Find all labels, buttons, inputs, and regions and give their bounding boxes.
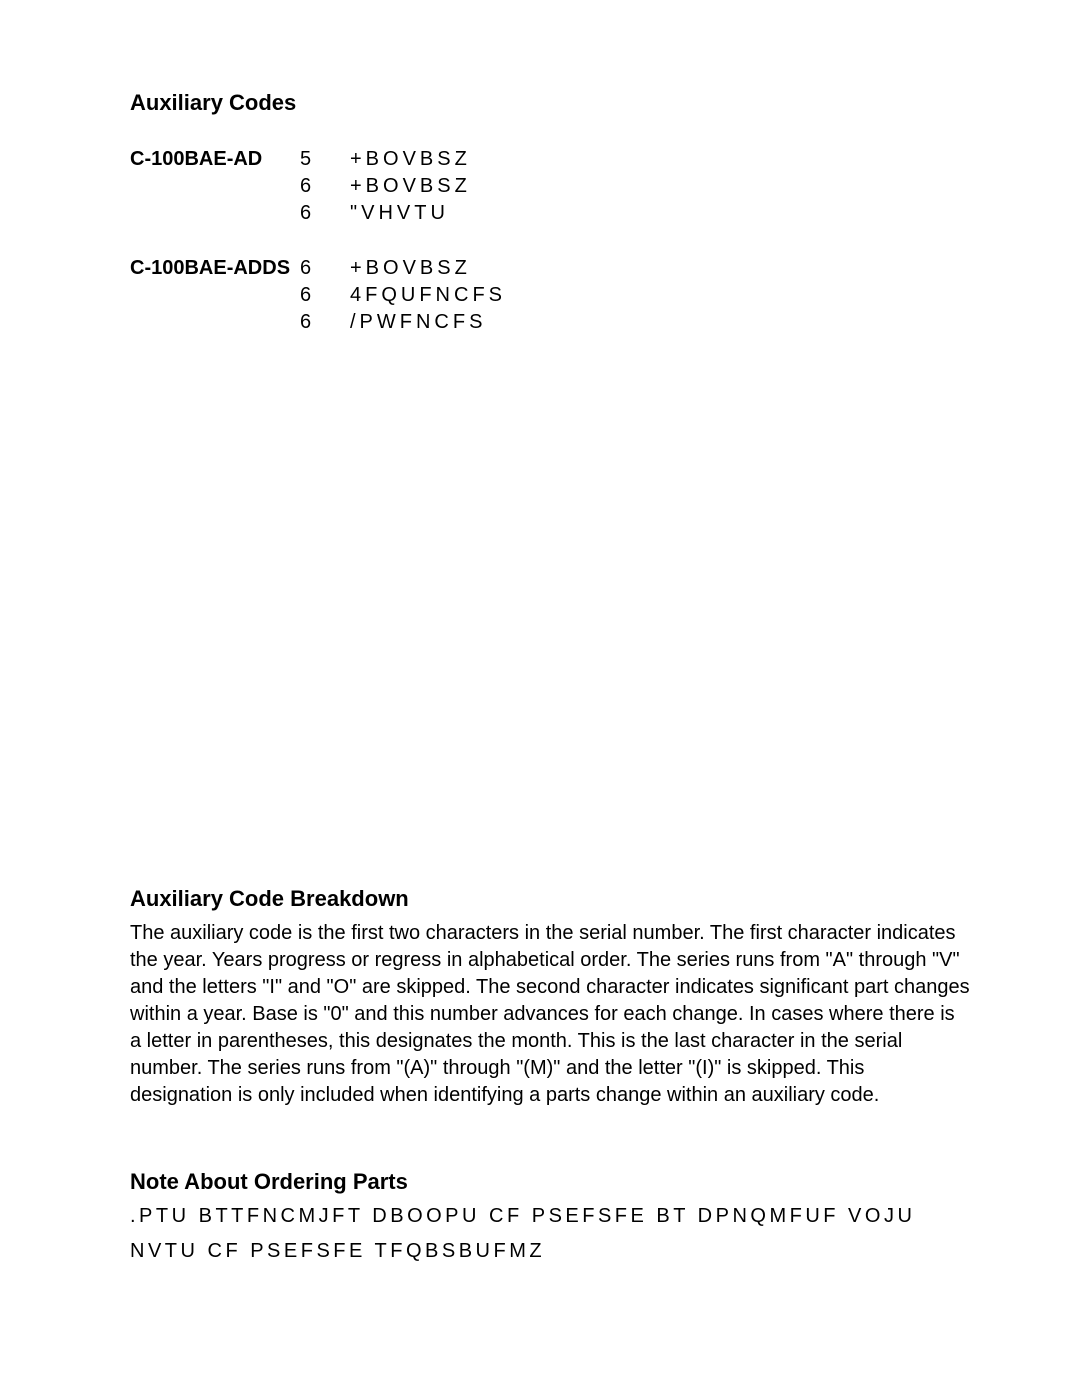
code-num: 6	[300, 282, 350, 309]
code-num: 5	[300, 146, 350, 173]
code-text: /PWFNCFS	[350, 309, 486, 336]
code-row: 6 /PWFNCFS	[130, 309, 970, 336]
breakdown-body: The auxiliary code is the first two char…	[130, 920, 970, 1109]
code-num: 6	[300, 255, 350, 282]
code-num: 6	[300, 173, 350, 200]
code-row: 6 4FQUFNCFS	[130, 282, 970, 309]
heading-note: Note About Ordering Parts	[130, 1169, 970, 1195]
code-row: C-100BAE-AD 5 +BOVBSZ	[130, 146, 970, 173]
code-label: C-100BAE-ADDS	[130, 255, 300, 282]
code-num: 6	[300, 200, 350, 227]
heading-breakdown: Auxiliary Code Breakdown	[130, 886, 970, 912]
code-text: 4FQUFNCFS	[350, 282, 506, 309]
code-num: 6	[300, 309, 350, 336]
heading-auxiliary-codes: Auxiliary Codes	[130, 90, 970, 116]
code-block-1: C-100BAE-ADDS 6 +BOVBSZ 6 4FQUFNCFS 6 /P…	[130, 255, 970, 336]
code-text: +BOVBSZ	[350, 255, 471, 282]
code-text: +BOVBSZ	[350, 146, 471, 173]
breakdown-section: Auxiliary Code Breakdown The auxiliary c…	[130, 886, 970, 1109]
code-label-empty	[130, 173, 300, 200]
note-section: Note About Ordering Parts .PTU BTTFNCMJF…	[130, 1169, 970, 1265]
code-label-empty	[130, 282, 300, 309]
code-label-empty	[130, 309, 300, 336]
code-row: 6 "VHVTU	[130, 200, 970, 227]
code-row: C-100BAE-ADDS 6 +BOVBSZ	[130, 255, 970, 282]
code-label: C-100BAE-AD	[130, 146, 300, 173]
code-label-empty	[130, 200, 300, 227]
note-line-2: NVTU CF PSEFSFE TFQBSBUFMZ	[130, 1238, 970, 1265]
note-line-1: .PTU BTTFNCMJFT DBOOPU CF PSEFSFE BT DPN…	[130, 1203, 970, 1230]
code-text: +BOVBSZ	[350, 173, 471, 200]
code-text: "VHVTU	[350, 200, 449, 227]
page-container: Auxiliary Codes C-100BAE-AD 5 +BOVBSZ 6 …	[0, 0, 1080, 1265]
code-block-0: C-100BAE-AD 5 +BOVBSZ 6 +BOVBSZ 6 "VHVTU	[130, 146, 970, 227]
code-row: 6 +BOVBSZ	[130, 173, 970, 200]
